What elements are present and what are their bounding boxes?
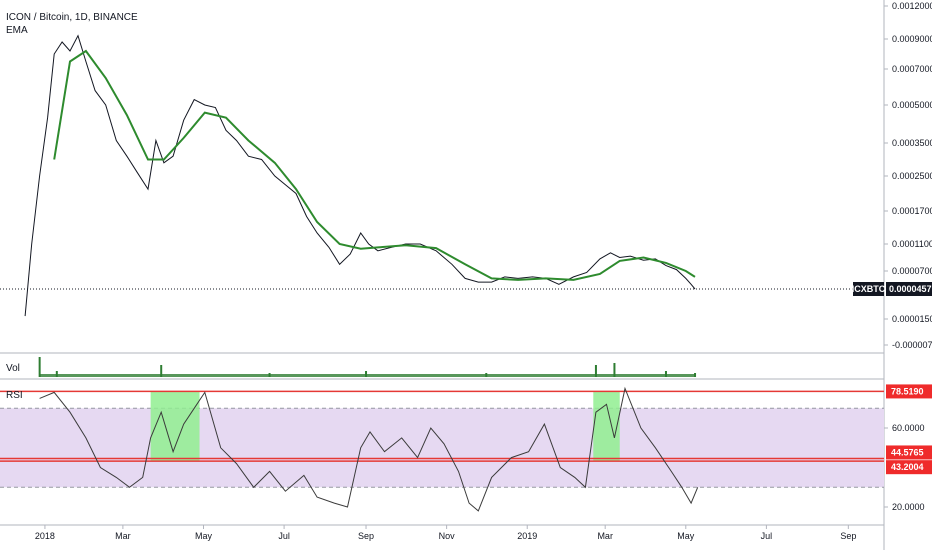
volume-base-strip <box>39 374 696 377</box>
rsi-level-tag-value: 43.2004 <box>891 462 924 472</box>
volume-bar <box>664 371 667 377</box>
time-axis-label: May <box>677 531 695 541</box>
rsi-level-tag-box <box>886 384 932 399</box>
volume-bar <box>268 373 271 377</box>
rsi-highlight-boxes <box>150 391 620 462</box>
rsi-series-line <box>39 386 699 512</box>
time-axis-label: 2019 <box>517 531 537 541</box>
price-axis-label: -0.0000070 <box>892 340 932 350</box>
ema-series-line <box>53 49 696 281</box>
symbol-tag-label: ICXBTC <box>852 284 886 294</box>
price-axis-label: 0.0005000 <box>892 100 932 110</box>
volume-bar <box>594 365 597 377</box>
rsi-axis-labels: 60.0000 20.0000 <box>884 423 925 512</box>
rsi-level-tag-value: 78.5190 <box>891 386 924 396</box>
time-axis-label: Mar <box>115 531 131 541</box>
volume-bar <box>365 371 368 377</box>
last-price-tag-box <box>886 282 932 296</box>
indicator-label: EMA <box>6 25 28 36</box>
rsi-level-tag-box <box>886 445 932 460</box>
volume-bars <box>38 357 697 377</box>
price-axis-label: 0.0000150 <box>892 314 932 324</box>
axis-tags: ICXBTC 0.0000457 78.5190 44.5765 43.2004 <box>852 282 932 475</box>
rsi-level-tag-value: 44.5765 <box>891 447 924 457</box>
volume-bar <box>613 363 616 377</box>
volume-bar <box>485 373 488 377</box>
rsi-axis-label: 60.0000 <box>892 423 925 433</box>
price-axis-label: 0.0007000 <box>892 64 932 74</box>
rsi-level-tag-box <box>886 460 932 475</box>
last-price-tag-value: 0.0000457 <box>889 284 932 294</box>
price-axis-labels: 0.0012000 0.0009000 0.0007000 0.0005000 0.00… <box>884 1 932 350</box>
volume-bar <box>38 357 41 377</box>
volume-bar <box>160 365 163 377</box>
symbol-tag-box <box>853 282 884 296</box>
rsi-highlight-box-1 <box>150 391 200 462</box>
price-axis-label: 0.0003500 <box>892 138 932 148</box>
price-axis-label: 0.0000700 <box>892 266 932 276</box>
price-series-line <box>24 34 696 317</box>
chart-title: ICON / Bitcoin, 1D, BINANCE <box>6 12 138 23</box>
time-axis-label: Mar <box>597 531 613 541</box>
time-axis-label: Jul <box>761 531 773 541</box>
price-axis-label: 0.0001700 <box>892 206 932 216</box>
volume-pane-label: Vol <box>6 363 20 374</box>
time-axis-label: Sep <box>840 531 856 541</box>
time-axis-label: Nov <box>439 531 456 541</box>
time-axis-label: 2018 <box>35 531 55 541</box>
time-axis-label: Sep <box>358 531 374 541</box>
price-axis-label: 0.0012000 <box>892 1 932 11</box>
time-axis-label: Jul <box>278 531 290 541</box>
rsi-pane-label: RSI <box>6 390 23 401</box>
volume-bar <box>55 371 58 377</box>
time-axis-labels: 2018 Mar May Jul Sep Nov 2019 Mar May Jul Sep <box>35 525 856 541</box>
volume-bar <box>694 373 697 377</box>
rsi-level-lines <box>0 390 884 462</box>
price-axis-label: 0.0009000 <box>892 34 932 44</box>
rsi-band <box>0 408 884 488</box>
price-axis-label: 0.0002500 <box>892 171 932 181</box>
price-axis-label: 0.0001100 <box>892 239 932 249</box>
time-axis-label: May <box>195 531 213 541</box>
rsi-highlight-box-2 <box>593 391 620 462</box>
rsi-axis-label: 20.0000 <box>892 502 925 512</box>
